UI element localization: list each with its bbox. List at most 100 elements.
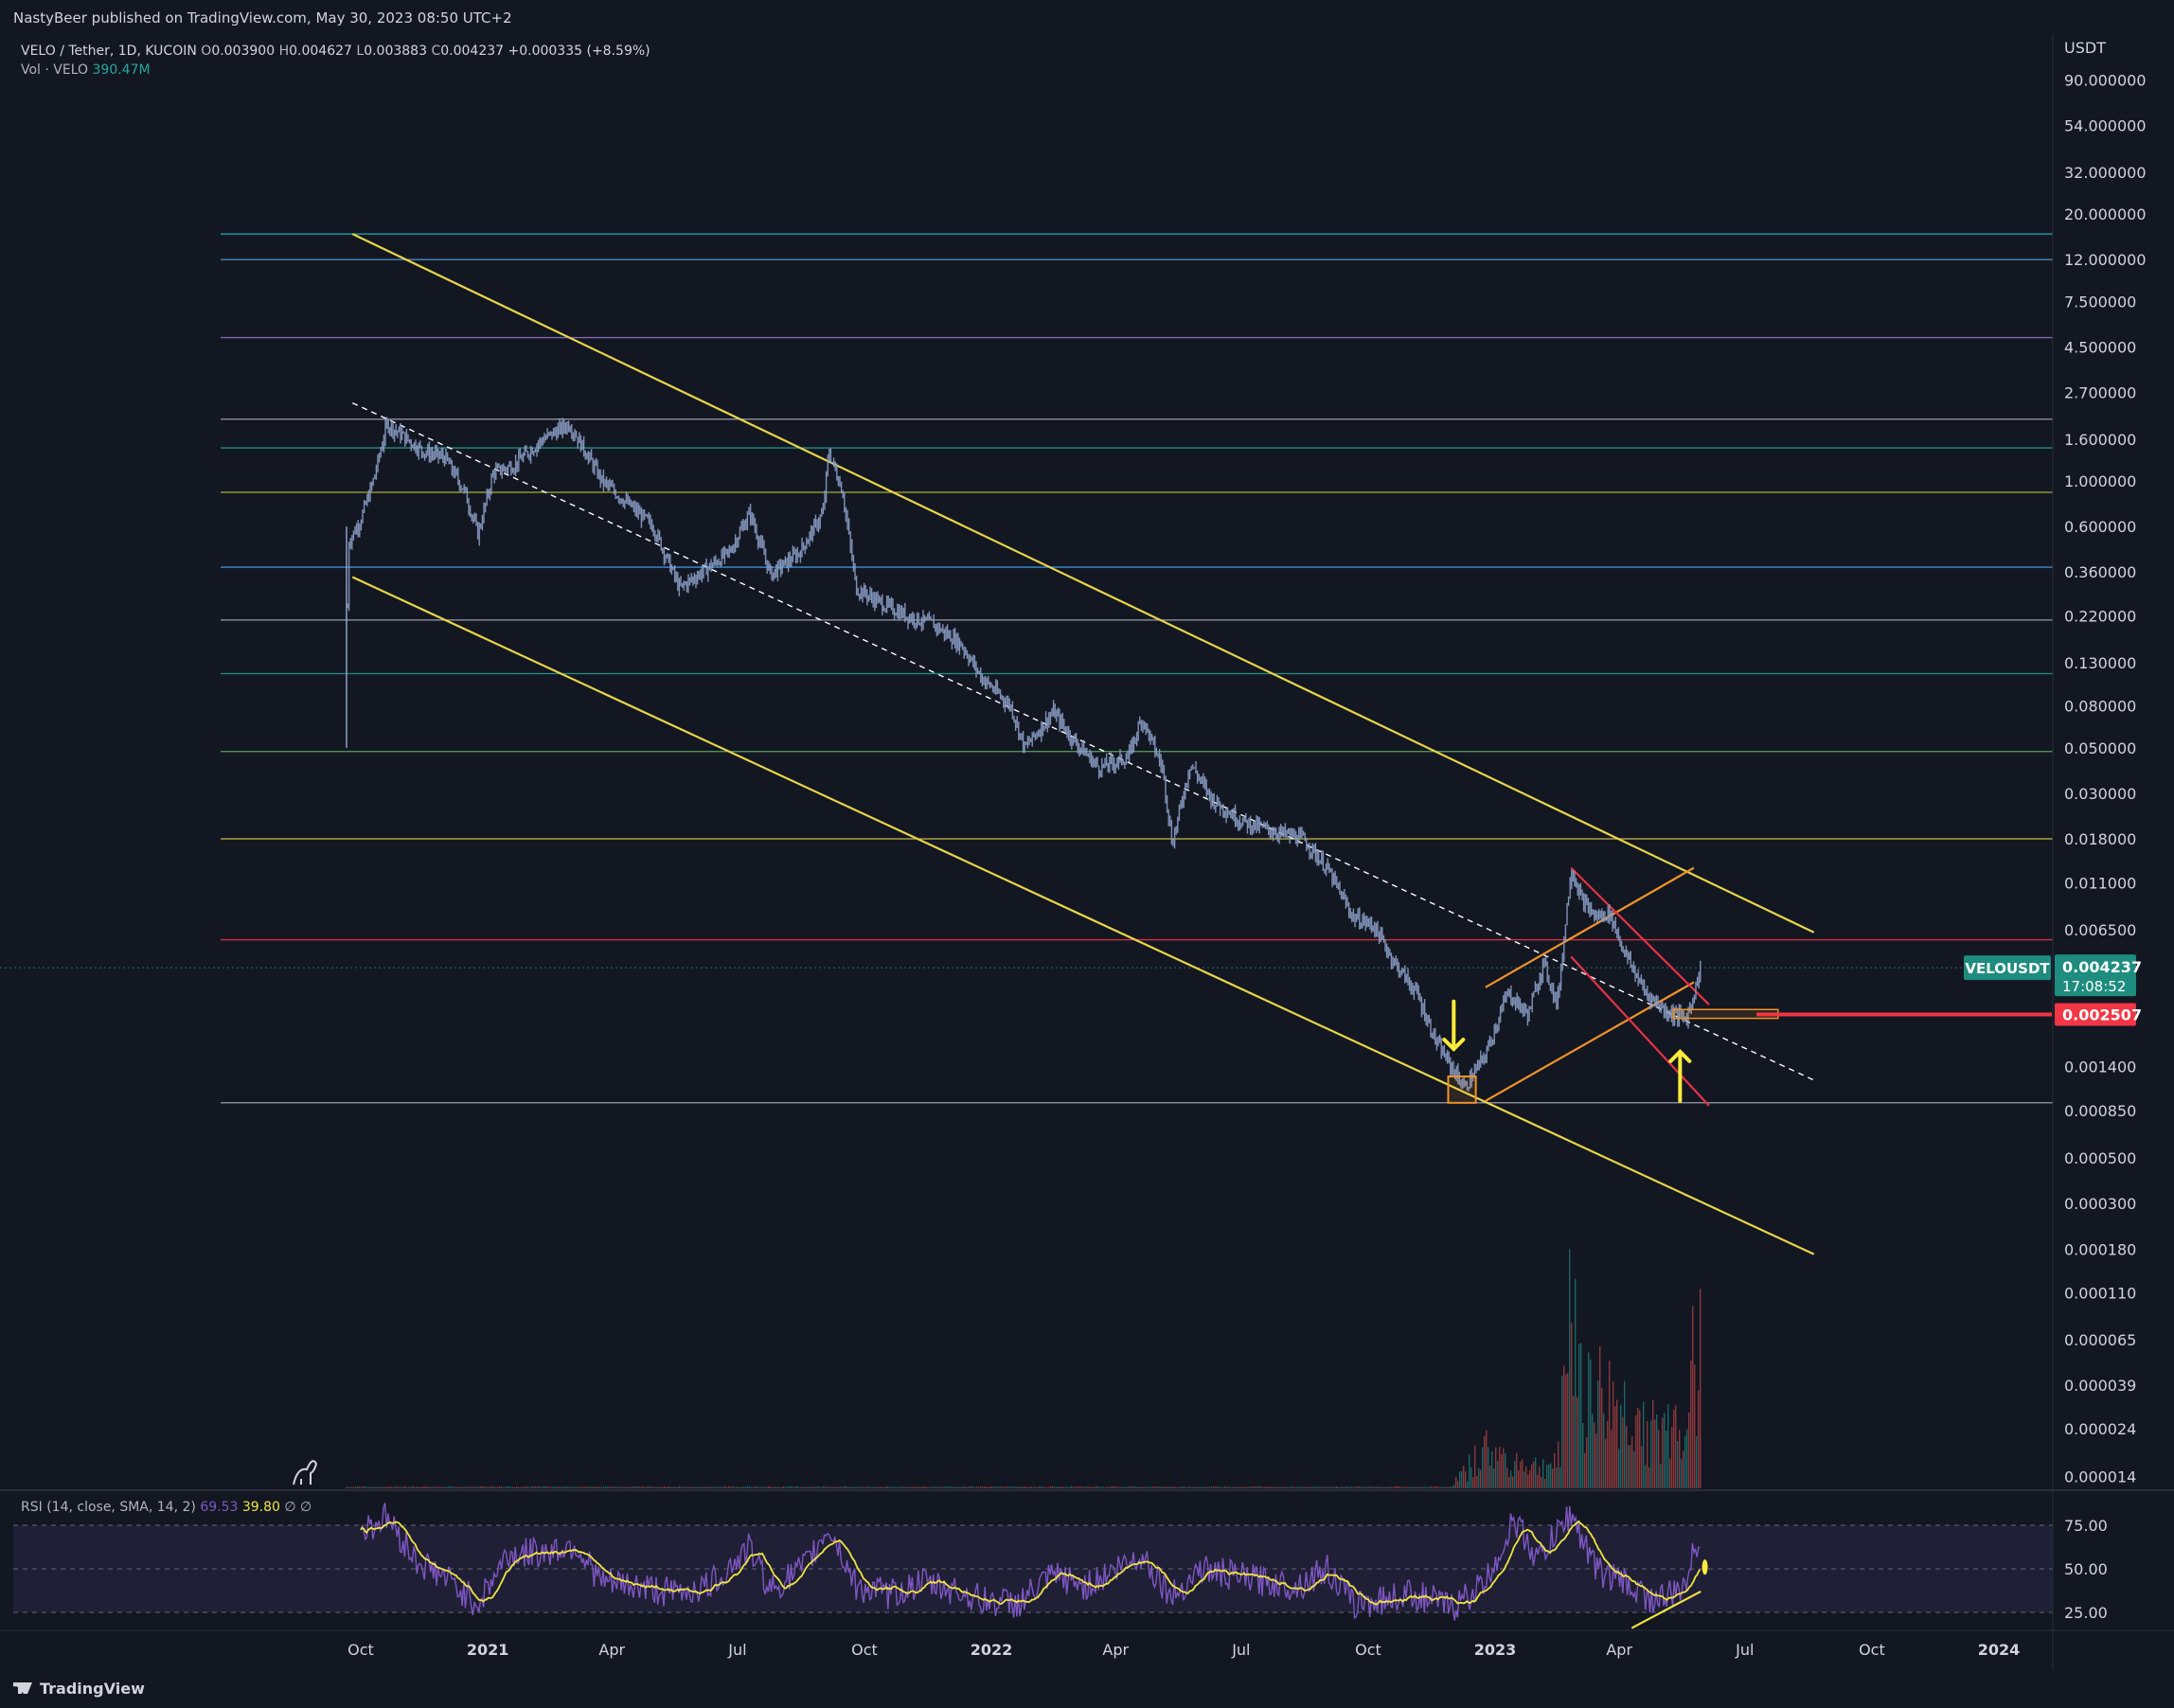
high-label: H — [278, 44, 290, 59]
volume-bar — [774, 1486, 775, 1488]
volume-bar — [560, 1486, 561, 1488]
volume-bar — [1569, 1249, 1571, 1488]
volume-bar — [938, 1486, 940, 1488]
volume-bar — [1323, 1486, 1325, 1488]
volume-bar — [478, 1486, 480, 1488]
volume-bar — [611, 1486, 613, 1488]
price-tick-label: 54.000000 — [2064, 117, 2147, 135]
volume-bar — [624, 1486, 626, 1488]
volume-bar — [1558, 1441, 1559, 1488]
rsi-axis[interactable]: 75.00 50.00 25.00 — [0, 1489, 2174, 1631]
volume-bar — [1400, 1486, 1402, 1488]
volume-bar — [520, 1486, 522, 1488]
volume-bar — [1641, 1446, 1643, 1488]
volume-bar — [531, 1486, 533, 1488]
volume-label[interactable]: Vol · VELO — [21, 62, 89, 78]
volume-bar — [1275, 1486, 1277, 1488]
volume-bar — [679, 1486, 681, 1488]
volume-bar — [516, 1486, 518, 1488]
volume-bar — [1527, 1474, 1529, 1488]
volume-bar — [385, 1486, 387, 1488]
trendline — [1570, 866, 1710, 1005]
volume-bar — [1650, 1420, 1652, 1488]
volume-bar — [605, 1486, 607, 1488]
volume-bar — [876, 1486, 878, 1488]
volume-bar — [1082, 1486, 1084, 1488]
volume-bar — [1402, 1486, 1404, 1488]
volume-bar — [906, 1486, 908, 1488]
volume-bar — [753, 1486, 755, 1488]
price-chart[interactable]: USDT 90.000000 54.000000 32.000000 20.00000… — [0, 0, 2174, 1670]
volume-bar — [1311, 1486, 1313, 1488]
volume-bar — [1482, 1447, 1484, 1488]
volume-bar — [1453, 1485, 1455, 1488]
volume-bar — [1150, 1486, 1152, 1488]
time-axis[interactable]: Oct 2021 Apr Jul Oct 2022 Apr Jul Oct 2023 Apr Jul O… — [347, 1641, 2020, 1659]
low-label: L — [356, 44, 365, 59]
trendline — [1485, 981, 1695, 1102]
volume-bar — [548, 1486, 550, 1488]
volume-bar — [1073, 1486, 1075, 1488]
volume-bar — [1071, 1486, 1073, 1488]
volume-bar — [1345, 1486, 1347, 1488]
volume-bar — [974, 1486, 976, 1488]
volume-bar — [772, 1486, 774, 1488]
price-tick-label: 0.011000 — [2064, 874, 2136, 892]
volume-bar — [916, 1486, 918, 1488]
volume-bar — [874, 1486, 876, 1488]
rsi-legend[interactable]: RSI (14, close, SMA, 14, 2) 69.53 39.80 … — [21, 1500, 312, 1515]
volume-bar — [1628, 1445, 1630, 1488]
volume-bar — [1656, 1414, 1658, 1488]
price-tick-label: 1.600000 — [2064, 431, 2136, 449]
volume-bar — [1438, 1486, 1440, 1488]
volume-bar — [662, 1486, 664, 1488]
volume-bar — [997, 1486, 999, 1488]
volume-bar — [1565, 1374, 1567, 1488]
volume-bar — [1336, 1486, 1338, 1488]
volume-bar — [751, 1486, 753, 1488]
volume-bar — [412, 1486, 414, 1488]
volume-bar — [1022, 1486, 1024, 1488]
volume-bar — [383, 1486, 385, 1488]
volume-bar — [1414, 1486, 1416, 1488]
volume-bar — [524, 1486, 526, 1488]
volume-bar — [1648, 1467, 1650, 1488]
tradingview-logo[interactable]: TradingView — [13, 1680, 145, 1698]
volume-bar — [1389, 1486, 1391, 1488]
time-tick-label: Oct — [851, 1641, 878, 1659]
volume-bar — [1287, 1486, 1289, 1488]
volume-bar — [1690, 1360, 1692, 1488]
volume-bar — [1463, 1466, 1465, 1488]
volume-bar — [887, 1486, 889, 1488]
volume-bar — [588, 1486, 590, 1488]
volume-bar — [864, 1486, 866, 1488]
symbol-title[interactable]: VELO / Tether, 1D, KUCOIN — [21, 44, 197, 59]
price-tick-label: 0.000850 — [2064, 1102, 2136, 1120]
volume-bar — [972, 1486, 974, 1488]
volume-bar — [1624, 1380, 1626, 1488]
annotations[interactable] — [293, 999, 2052, 1486]
volume-bar — [421, 1486, 423, 1488]
volume-bar — [1152, 1486, 1154, 1488]
price-bars — [347, 417, 1702, 1092]
volume-bar — [1061, 1486, 1063, 1488]
volume-bar — [978, 1486, 980, 1488]
volume-bar — [1474, 1445, 1476, 1488]
price-axis[interactable]: USDT 90.000000 54.000000 32.000000 20.00000… — [2052, 34, 2147, 1670]
volume-bar — [1124, 1486, 1126, 1488]
volume-bar — [677, 1486, 679, 1488]
volume-bar — [522, 1486, 524, 1488]
volume-bar — [1501, 1454, 1503, 1488]
brand-label: TradingView — [40, 1680, 145, 1698]
volume-bar — [1075, 1486, 1077, 1488]
volume-bar — [450, 1486, 452, 1488]
volume-bar — [1173, 1486, 1175, 1488]
volume-bar — [508, 1486, 510, 1488]
volume-bar — [885, 1486, 887, 1488]
volume-bar — [541, 1486, 543, 1488]
volume-bar — [986, 1486, 988, 1488]
volume-bar — [1406, 1486, 1408, 1488]
time-tick-label: 2022 — [971, 1641, 1013, 1659]
volume-bar — [372, 1486, 374, 1488]
trendline — [351, 576, 1815, 1255]
